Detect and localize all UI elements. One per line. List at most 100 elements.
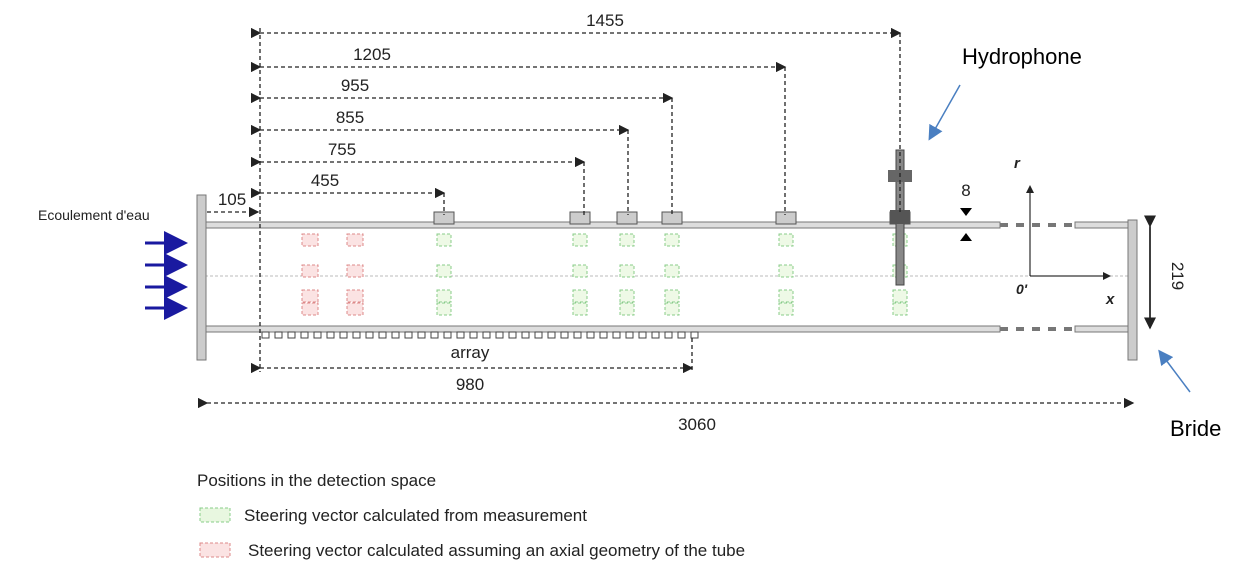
green-position [436,289,452,303]
array-element [651,331,660,339]
legend-item: Steering vector calculated assuming an a… [248,541,745,560]
red-position [346,264,364,278]
dim-arrow [960,233,972,241]
legend-item: Steering vector calculated from measurem… [244,506,587,525]
array-element [300,331,309,339]
array-element [365,331,374,339]
array-element [443,331,452,339]
dim-label: 755 [328,140,356,159]
array-element [534,331,543,339]
array-element [547,331,556,339]
flow-arrows [145,231,188,320]
array-element [352,331,361,339]
green-position [572,233,588,247]
axis-label: r [1014,155,1021,172]
dim-label: 219 [1168,262,1187,290]
green-position [892,289,908,303]
green-position [619,302,635,316]
positions [261,211,911,339]
red-position [301,264,319,278]
array-element [339,331,348,339]
array-element [274,331,283,339]
green-position [664,289,680,303]
array-element [599,331,608,339]
array-element [690,331,699,339]
array-element [326,331,335,339]
array-element [287,331,296,339]
green-position [778,302,794,316]
legend-title: Positions in the detection space [197,471,436,490]
array-element [521,331,530,339]
array-element [391,331,400,339]
red-position [301,233,319,247]
flow-label: Ecoulement d'eau [38,207,150,223]
dim-label: 8 [961,181,970,200]
hydrophone-device [888,149,912,286]
array-element [612,331,621,339]
legend-swatch [199,507,231,523]
dim-arrow [960,208,972,216]
green-position [619,233,635,247]
green-position [778,233,794,247]
array-element [430,331,439,339]
dimensions: 1455 1205 955 855 755 455 105 980 3060 219 8 [197,11,1187,434]
green-position [892,302,908,316]
array-element [482,331,491,339]
mount [433,211,455,225]
array-label: array [451,343,490,362]
green-position [619,264,635,278]
red-position [346,302,364,316]
green-position [572,289,588,303]
green-position [664,302,680,316]
axes [1026,185,1111,280]
flange-label: Bride [1170,416,1221,441]
tube [196,194,1138,361]
green-position [572,302,588,316]
green-position [572,264,588,278]
array-element [586,331,595,339]
hydrophone-label: Hydrophone [962,44,1082,69]
array-element [469,331,478,339]
array-element [378,331,387,339]
red-position [346,233,364,247]
green-position [778,264,794,278]
dim-label: 955 [341,76,369,95]
green-position [436,233,452,247]
array-element [261,331,270,339]
legend-swatch [199,542,231,558]
array-element [456,331,465,339]
mount [616,211,638,225]
green-position [664,264,680,278]
array-element [508,331,517,339]
array-element [417,331,426,339]
dim-label: 980 [456,375,484,394]
red-position [346,289,364,303]
array-element [677,331,686,339]
red-position [301,289,319,303]
green-position [778,289,794,303]
green-position [619,289,635,303]
dim-label: 855 [336,108,364,127]
array-element [560,331,569,339]
axis-label: 0' [1016,281,1028,297]
dim-label: 455 [311,171,339,190]
array-element [625,331,634,339]
dim-label: 1455 [586,11,624,30]
dim-label: 1205 [353,45,391,64]
array-element [573,331,582,339]
array-element [495,331,504,339]
pointer [1158,349,1191,393]
axis-label: x [1105,291,1115,308]
dim-label: 3060 [678,415,716,434]
green-position [436,302,452,316]
array-element [638,331,647,339]
mount [775,211,797,225]
dim-label: 105 [218,190,246,209]
array-element [664,331,673,339]
green-position [436,264,452,278]
array-element [313,331,322,339]
red-position [301,302,319,316]
green-position [664,233,680,247]
mount [569,211,591,225]
